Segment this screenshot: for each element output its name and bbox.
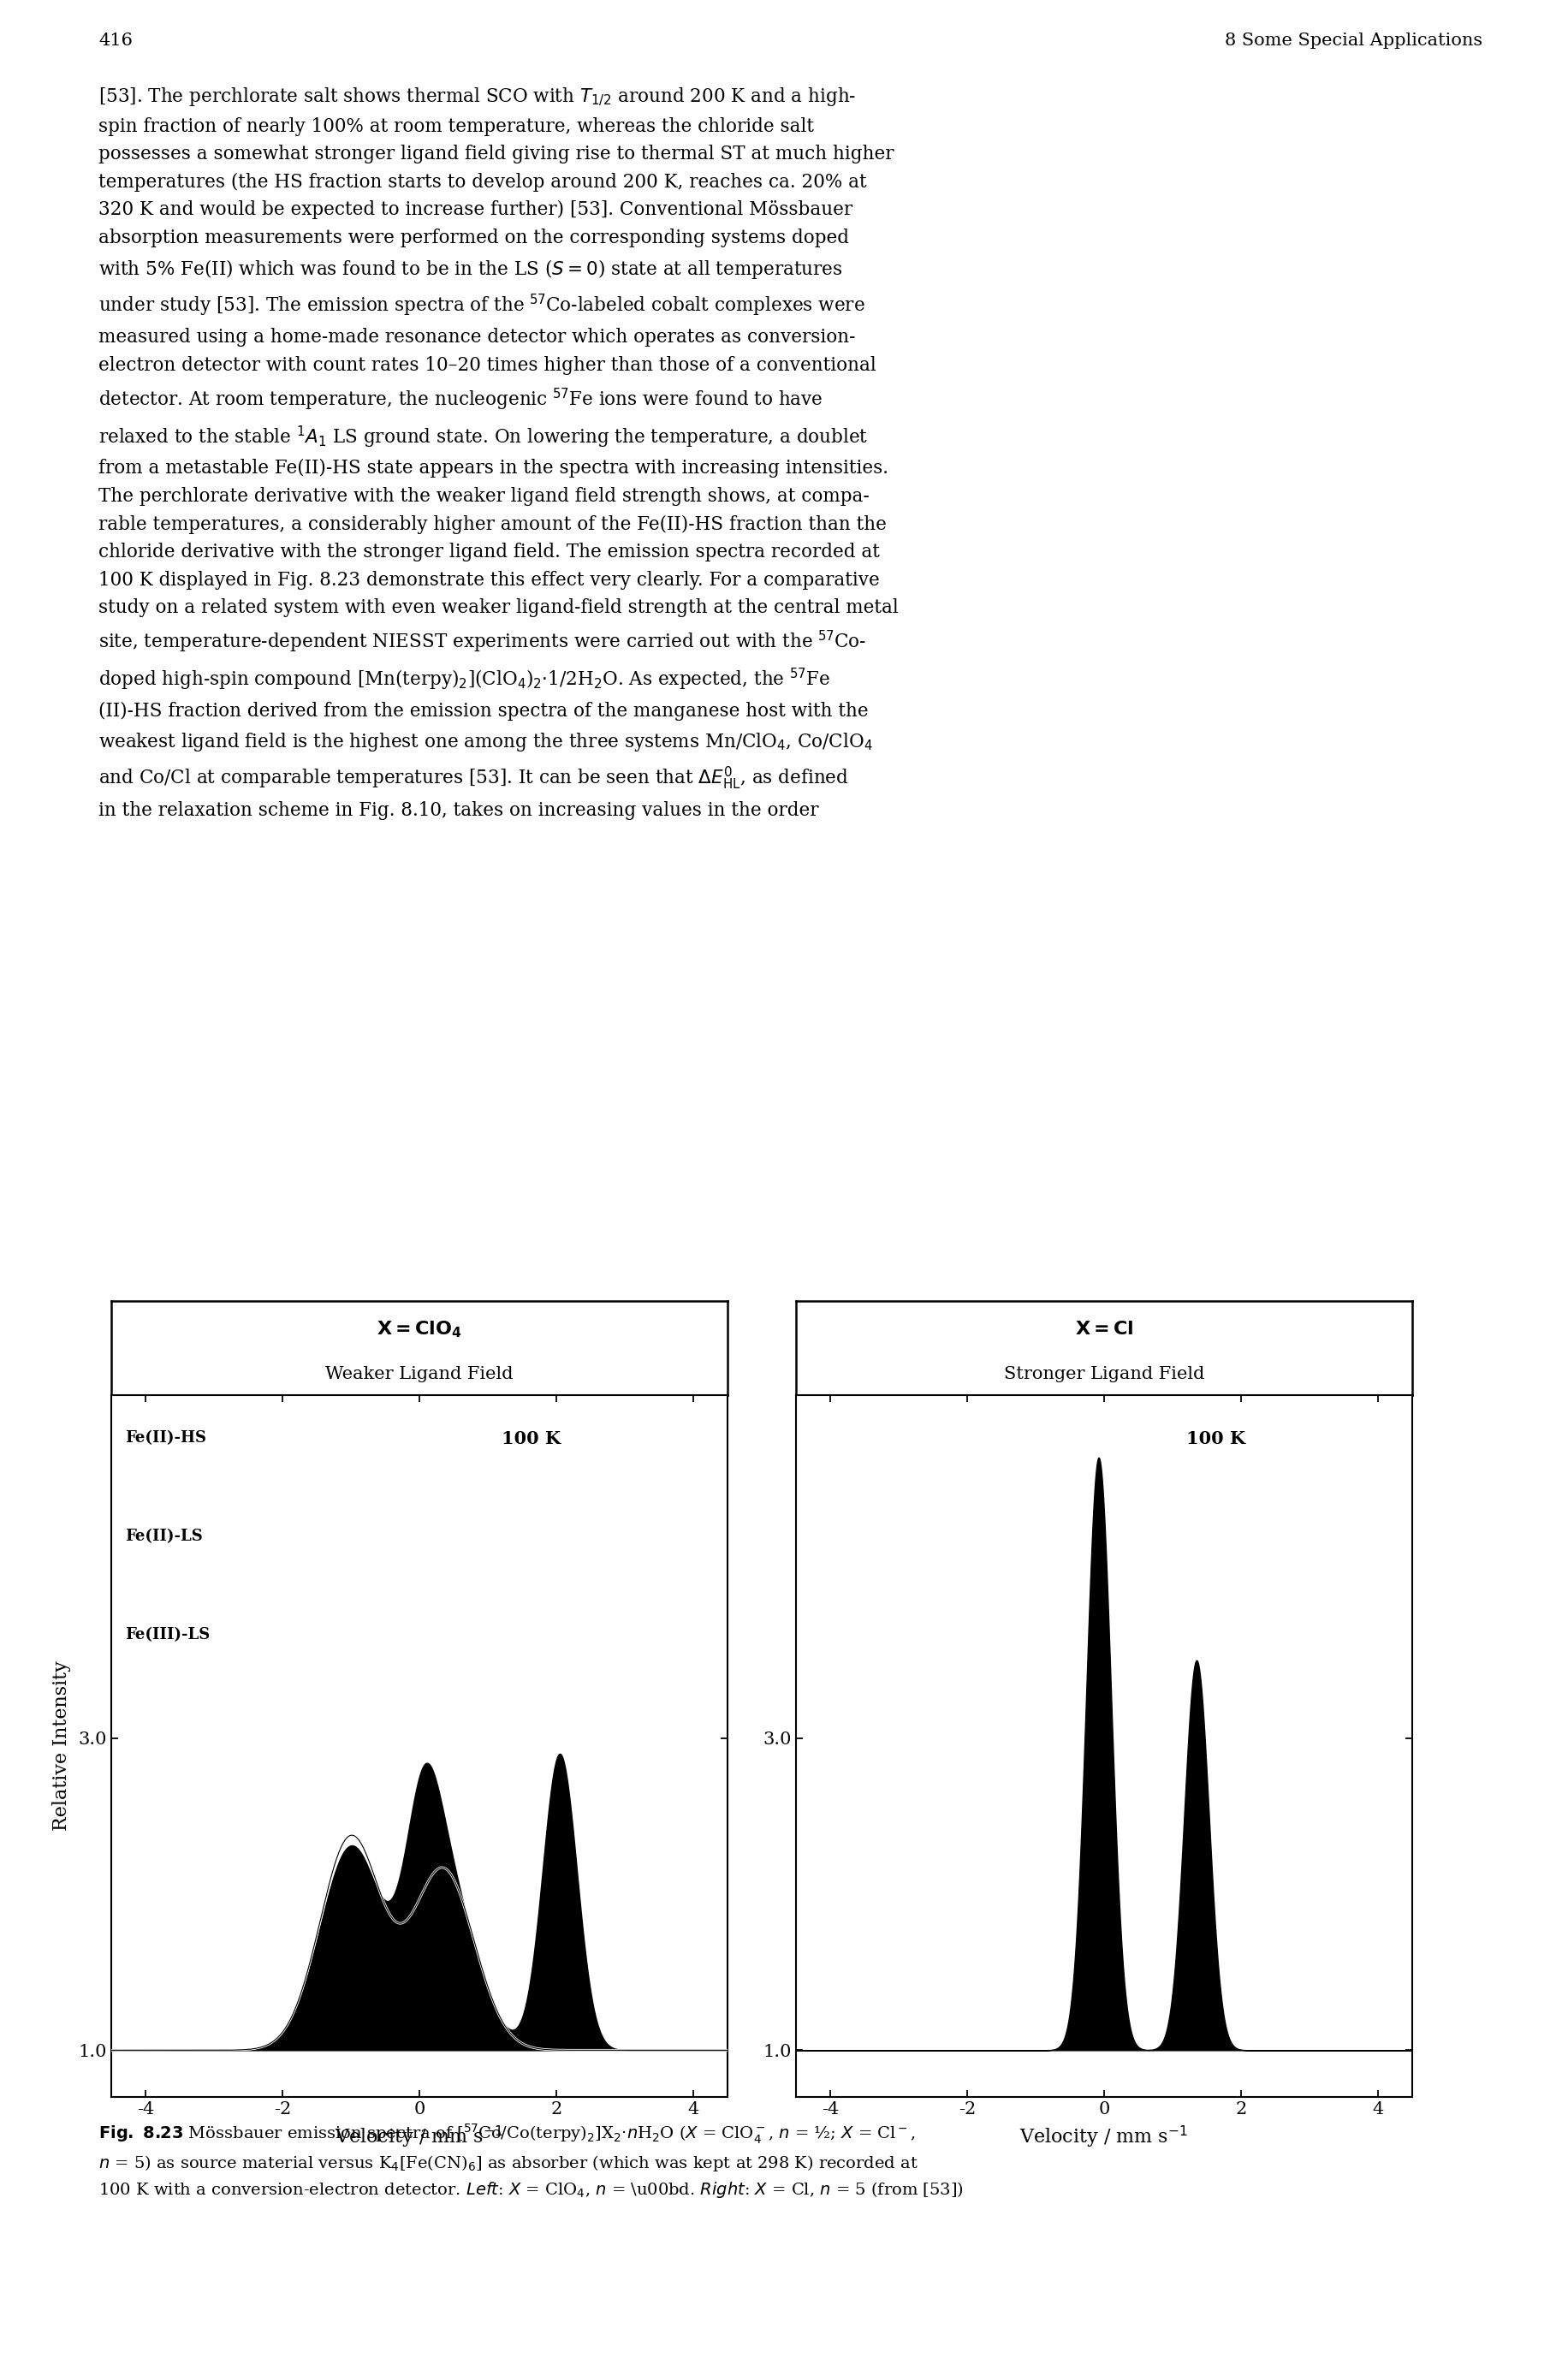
- Text: Weaker Ligand Field: Weaker Ligand Field: [326, 1366, 513, 1383]
- Y-axis label: Relative Intensity: Relative Intensity: [52, 1661, 71, 1832]
- Text: $\bf{Fig.\ 8.23}$ Mössbauer emission spectra of [$^{57}$Co/Co(terpy)$_2$]X$_2·n$: $\bf{Fig.\ 8.23}$ Mössbauer emission spe…: [99, 2122, 964, 2200]
- Text: 100 K: 100 K: [502, 1430, 561, 1447]
- X-axis label: Velocity / mm s$^{-1}$: Velocity / mm s$^{-1}$: [336, 2124, 503, 2150]
- X-axis label: Velocity / mm s$^{-1}$: Velocity / mm s$^{-1}$: [1019, 2124, 1189, 2150]
- Text: Fe(III)-LS: Fe(III)-LS: [125, 1628, 210, 1642]
- Text: Fe(II)-LS: Fe(II)-LS: [125, 1528, 202, 1544]
- Text: $\mathbf{X = ClO_4}$: $\mathbf{X = ClO_4}$: [376, 1319, 463, 1340]
- Text: Fe(II)-HS: Fe(II)-HS: [125, 1430, 207, 1445]
- Text: $\mathbf{X = Cl}$: $\mathbf{X = Cl}$: [1074, 1319, 1134, 1338]
- Text: 416: 416: [99, 33, 133, 50]
- Text: 8 Some Special Applications: 8 Some Special Applications: [1225, 33, 1482, 50]
- Text: Stronger Ligand Field: Stronger Ligand Field: [1004, 1366, 1204, 1383]
- Text: [53]. The perchlorate salt shows thermal SCO with $T_{1/2}$ around 200 K and a h: [53]. The perchlorate salt shows thermal…: [99, 86, 898, 820]
- Text: 100 K: 100 K: [1187, 1430, 1245, 1447]
